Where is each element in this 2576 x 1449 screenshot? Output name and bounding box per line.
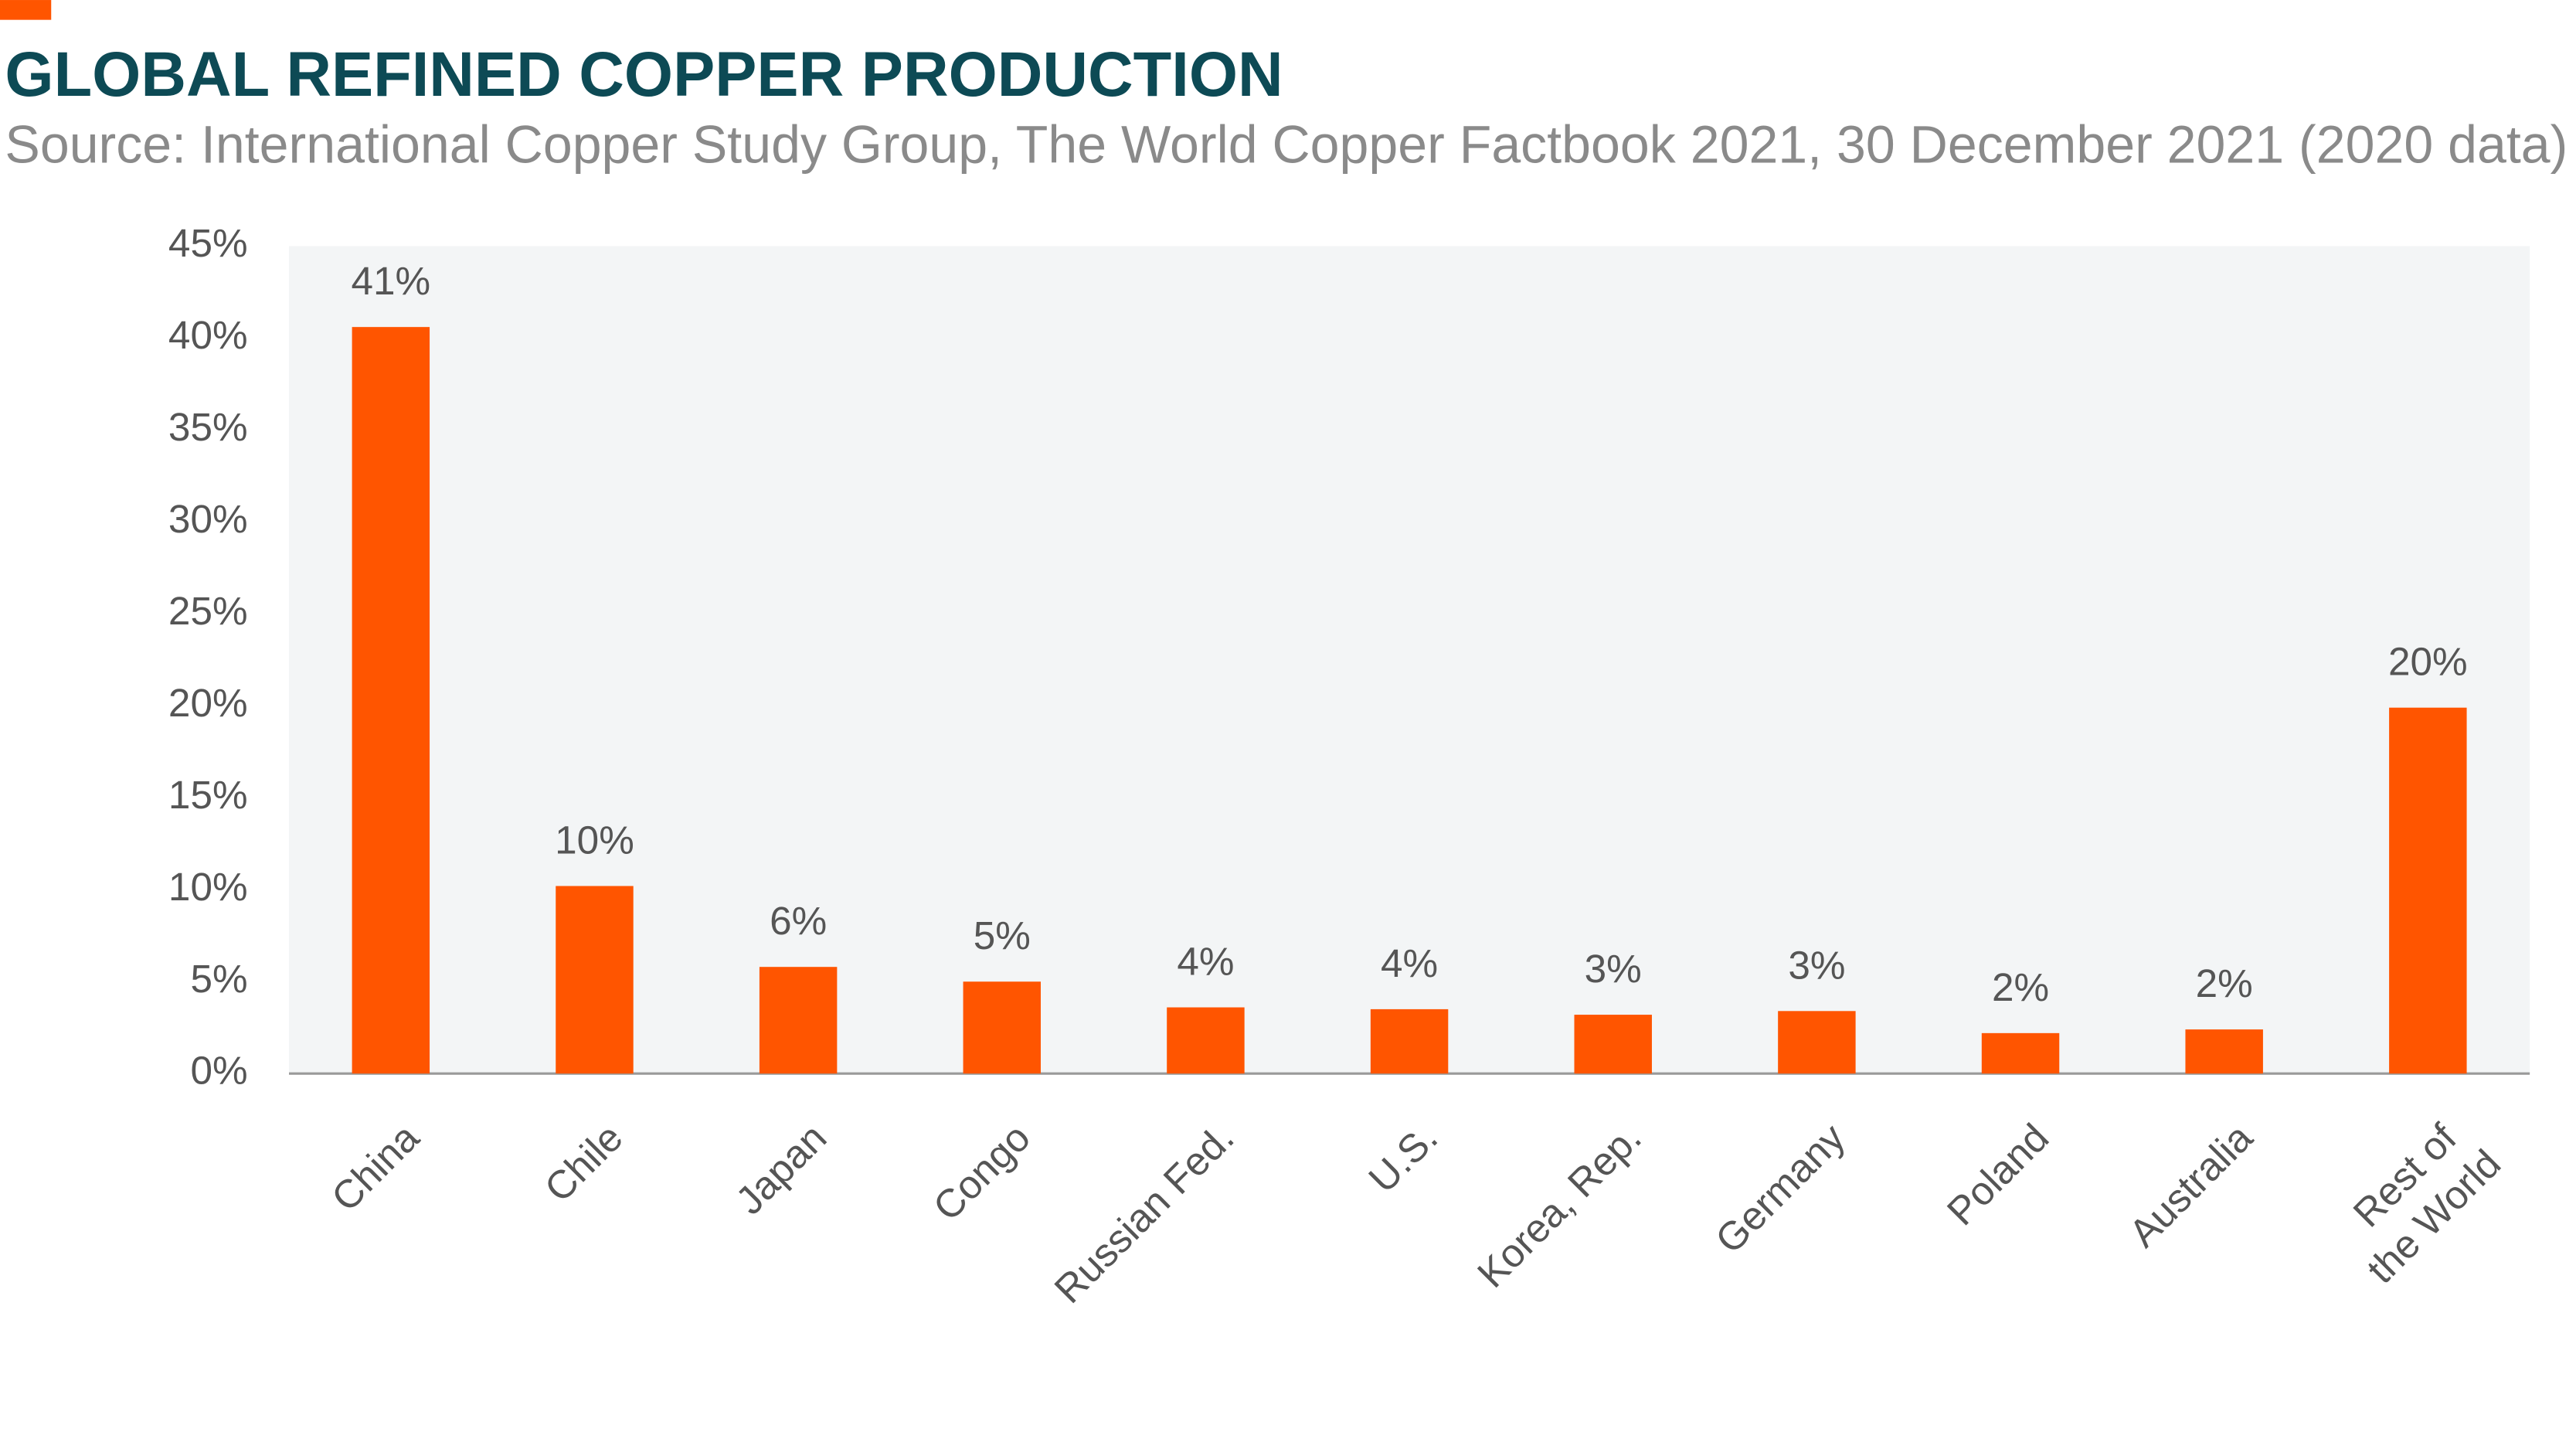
x-tick-label: Australia — [2121, 1115, 2262, 1256]
y-tick-label: 15% — [168, 773, 248, 817]
bar — [2185, 1029, 2263, 1074]
bar — [759, 967, 838, 1074]
x-tick-label: Poland — [1939, 1115, 2057, 1233]
value-label: 3% — [1788, 943, 1845, 987]
bar — [1370, 1009, 1449, 1074]
accent — [0, 0, 52, 20]
x-tick-label: Russian Fed. — [1046, 1115, 1242, 1311]
bar — [2389, 707, 2467, 1074]
x-tick-label: Rest ofthe World — [2323, 1106, 2509, 1291]
value-label: 20% — [2388, 640, 2468, 684]
x-tick-label: Germany — [1707, 1115, 1854, 1262]
value-label: 6% — [770, 899, 827, 943]
value-label: 2% — [1992, 965, 2049, 1009]
x-tick-label: Chile — [536, 1115, 631, 1210]
plot-area — [289, 246, 2530, 1074]
value-label: 4% — [1381, 941, 1438, 985]
bar — [963, 981, 1042, 1074]
bar — [1574, 1015, 1652, 1074]
value-label: 2% — [2196, 961, 2253, 1005]
y-tick-label: 25% — [168, 589, 248, 633]
x-tick-label: Japan — [727, 1115, 834, 1223]
bar — [352, 327, 430, 1074]
y-tick-label: 45% — [168, 221, 248, 265]
bar — [1778, 1011, 1856, 1074]
y-tick-label: 35% — [168, 405, 248, 449]
chart-subtitle: Source: International Copper Study Group… — [5, 115, 2568, 174]
value-label: 3% — [1585, 947, 1642, 991]
bar — [556, 886, 634, 1074]
value-label: 4% — [1177, 940, 1234, 984]
x-tick-label: Korea, Rep. — [1469, 1115, 1650, 1296]
y-tick-label: 0% — [190, 1049, 247, 1093]
bar — [1981, 1032, 2060, 1074]
y-tick-label: 40% — [168, 313, 248, 357]
y-tick-label: 30% — [168, 497, 248, 541]
y-tick-label: 10% — [168, 865, 248, 909]
chart-title: GLOBAL REFINED COPPER PRODUCTION — [5, 39, 1283, 110]
x-tick-label: Congo — [925, 1115, 1038, 1229]
bar — [1167, 1007, 1245, 1074]
value-label: 5% — [974, 913, 1031, 957]
x-tick-label: China — [323, 1115, 427, 1219]
value-label: 41% — [352, 259, 431, 303]
y-tick-label: 5% — [190, 957, 247, 1001]
x-tick-label: U.S. — [1361, 1115, 1446, 1201]
y-tick-label: 20% — [168, 681, 248, 725]
value-label: 10% — [555, 818, 634, 862]
